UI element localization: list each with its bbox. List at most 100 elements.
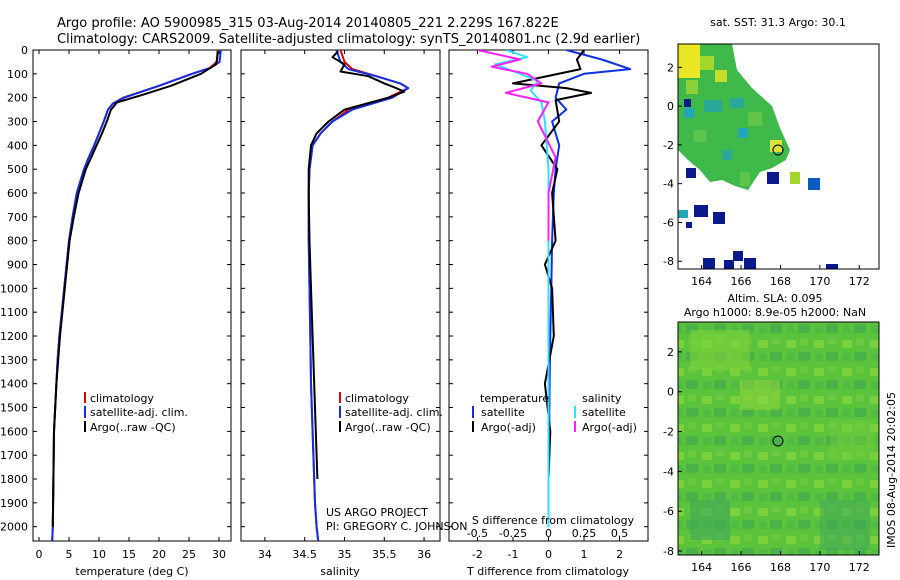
series-line-blue	[307, 50, 410, 541]
salinity-diff-tick-label: 0.25	[572, 527, 597, 540]
depth-tick-label: 1900	[0, 497, 28, 510]
x-tick-label: 2	[616, 548, 623, 561]
x-tick-label: 34.5	[292, 548, 317, 561]
depth-tick-label: 1600	[0, 425, 28, 438]
salinity-legend-argo: Argo(..raw -QC)	[345, 421, 431, 434]
depth-tick-label: 1800	[0, 473, 28, 486]
x-tick-label: 15	[122, 548, 136, 561]
depth-tick-label: 400	[7, 139, 28, 152]
x-tick-label: 30	[212, 548, 226, 561]
series-line-black	[307, 50, 406, 480]
difference-legend-t-satellite: satellite	[481, 406, 525, 419]
difference-t-xlabel: T difference from climatology	[466, 565, 629, 578]
x-tick-label: -2	[472, 548, 483, 561]
map-lat-tick-label: -8	[663, 255, 674, 268]
map-lon-tick-label: 170	[809, 275, 830, 288]
temperature-x-ticks: 0 5 10 15 20 25 30	[36, 50, 226, 561]
timestamp-stamp: IMOS 08-Aug-2014 20:02:05	[885, 392, 898, 548]
salinity-legend: climatology satellite-adj. clim. Argo(..…	[339, 392, 443, 434]
sla-map-title2: Argo h1000: 8.9e-05 h2000: NaN	[684, 306, 866, 319]
salinity-diff-tick-label: 0	[545, 527, 552, 540]
series-line-cyan	[494, 50, 550, 527]
depth-tick-label: 200	[7, 92, 28, 105]
map-lon-tick-label: 166	[731, 561, 752, 574]
sst-map-title: sat. SST: 31.3 Argo: 30.1	[710, 16, 846, 29]
salinity-diff-tick-label: 0.5	[611, 527, 629, 540]
x-tick-label: 25	[182, 548, 196, 561]
sla-map-title1: Altim. SLA: 0.095	[727, 292, 822, 305]
credit-project: US ARGO PROJECT	[326, 506, 428, 519]
sst-map-field	[678, 44, 879, 269]
salinity-xlabel: salinity	[320, 565, 360, 578]
map-lat-tick-label: -6	[663, 216, 674, 229]
series-line-black	[512, 50, 593, 480]
map-lon-tick-label: 172	[849, 275, 870, 288]
x-tick-label: -1	[507, 548, 518, 561]
salinity-legend-climatology: climatology	[345, 392, 409, 405]
map-lat-tick-label: 0	[667, 386, 674, 399]
map-lat-tick-label: 0	[667, 100, 674, 113]
x-tick-label: 0	[545, 548, 552, 561]
map-lon-tick-label: 168	[770, 275, 791, 288]
x-tick-label: 0	[36, 548, 43, 561]
map-lat-tick-label: 2	[667, 346, 674, 359]
map-lat-tick-label: -4	[663, 465, 674, 478]
difference-legend-salinity-header: salinity	[582, 392, 622, 405]
x-tick-label: 35	[337, 548, 351, 561]
map-lat-tick-label: 2	[667, 61, 674, 74]
depth-tick-label: 500	[7, 163, 28, 176]
salinity-legend-satellite: satellite-adj. clim.	[345, 406, 443, 419]
salinity-series	[307, 50, 410, 541]
series-line-black	[51, 51, 219, 527]
sst-map-ticks: 164 166 168 170 172 2 0 -2 -4 -6 -8	[663, 61, 870, 288]
temperature-series	[51, 50, 222, 541]
sla-map-field	[678, 322, 879, 555]
depth-tick-label: 1000	[0, 282, 28, 295]
temperature-legend-climatology: climatology	[90, 392, 154, 405]
series-line-blue	[51, 50, 222, 541]
map-lat-tick-label: -6	[663, 505, 674, 518]
depth-tick-label: 700	[7, 211, 28, 224]
temperature-legend: climatology satellite-adj. clim. Argo(..…	[84, 392, 188, 434]
depth-tick-label: 2000	[0, 521, 28, 534]
x-tick-label: 36	[417, 548, 431, 561]
figure-title-line1: Argo profile: AO 5900985_315 03-Aug-2014…	[57, 16, 559, 31]
map-lat-tick-label: -2	[663, 139, 674, 152]
depth-tick-label: 600	[7, 187, 28, 200]
difference-x-ticks: -2 -1 0 1 2 -0.5 -0.25 0 0.25 0.5	[467, 50, 629, 561]
temperature-legend-satellite: satellite-adj. clim.	[90, 406, 188, 419]
difference-legend-t-argo: Argo(-adj)	[481, 421, 536, 434]
depth-tick-label: 300	[7, 116, 28, 129]
difference-legend-s-satellite: satellite	[582, 406, 626, 419]
x-tick-label: 34	[258, 548, 272, 561]
series-line-blue	[547, 50, 632, 527]
series-line-red	[51, 50, 219, 541]
temperature-panel: 0100200300400500600700800900100011001200…	[0, 44, 648, 578]
sst-map-panel: sat. SST: 31.3 Argo: 30.1	[663, 16, 880, 288]
temperature-legend-argo: Argo(..raw -QC)	[90, 421, 176, 434]
x-tick-label: 5	[66, 548, 73, 561]
depth-tick-label: 1200	[0, 330, 28, 343]
sla-map-profile-marker	[772, 435, 784, 447]
temperature-depth-ticks: 0 100 200 300 400 500 600 700 800 900 1000 1100 1200…	[0, 44, 648, 534]
salinity-panel: 34 34.5 35 35.5 36 salinity climatology sate…	[240, 49, 467, 578]
difference-legend-s-argo: Argo(-adj)	[582, 421, 637, 434]
depth-tick-label: 1100	[0, 306, 28, 319]
depth-tick-label: 900	[7, 259, 28, 272]
series-line-magenta	[477, 50, 557, 241]
difference-series	[477, 50, 632, 527]
map-lon-tick-label: 168	[770, 561, 791, 574]
sla-map-panel: Altim. SLA: 0.095 Argo h1000: 8.9e-05 h2…	[663, 292, 880, 574]
salinity-x-ticks: 34 34.5 35 35.5 36	[258, 50, 431, 561]
map-lon-tick-label: 170	[809, 561, 830, 574]
map-lon-tick-label: 166	[731, 275, 752, 288]
map-lat-tick-label: -4	[663, 178, 674, 191]
x-tick-label: 35.5	[372, 548, 397, 561]
x-tick-label: 10	[92, 548, 106, 561]
sst-map-profile-marker	[772, 144, 784, 156]
temperature-xlabel: temperature (deg C)	[75, 565, 188, 578]
credit-pi: PI: GREGORY C. JOHNSON	[326, 520, 467, 533]
difference-s-xlabel: S difference from climatology	[472, 514, 635, 527]
depth-tick-label: 100	[7, 68, 28, 81]
